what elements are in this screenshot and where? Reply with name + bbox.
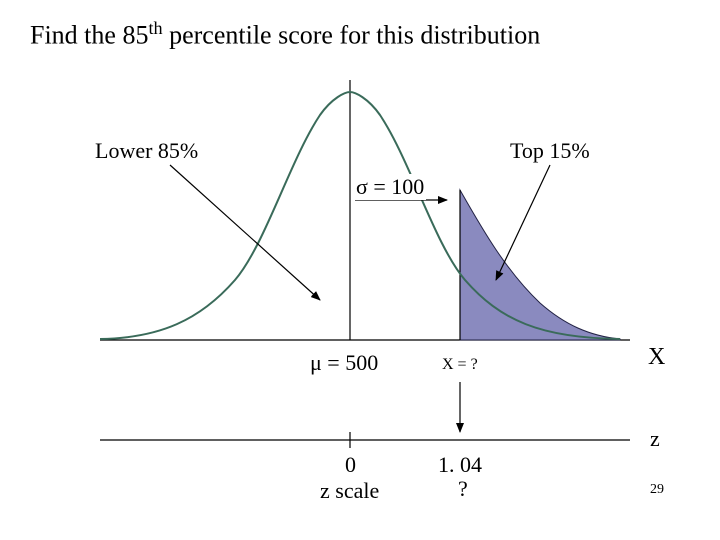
page-number: 29 — [650, 482, 664, 498]
shaded-tail — [460, 190, 620, 340]
arrow-lower — [170, 165, 320, 300]
label-z-axis: z — [650, 426, 660, 452]
figure-svg — [0, 0, 720, 540]
label-zval: 1. 04 — [438, 452, 482, 478]
label-x-axis: X — [648, 344, 665, 371]
label-zscale: z scale — [320, 478, 379, 504]
label-mu: μ = 500 — [310, 350, 378, 376]
label-top: Top 15% — [510, 138, 590, 164]
label-lower: Lower 85% — [95, 138, 198, 164]
label-xq: X = ? — [442, 356, 478, 374]
arrow-top — [496, 165, 550, 280]
diagram-stage: Find the 85th percentile score for this … — [0, 0, 720, 540]
bell-curve — [100, 92, 620, 339]
label-sigma: σ = 100 — [354, 174, 426, 200]
label-zq: ? — [458, 476, 468, 502]
label-zero: 0 — [345, 452, 356, 478]
